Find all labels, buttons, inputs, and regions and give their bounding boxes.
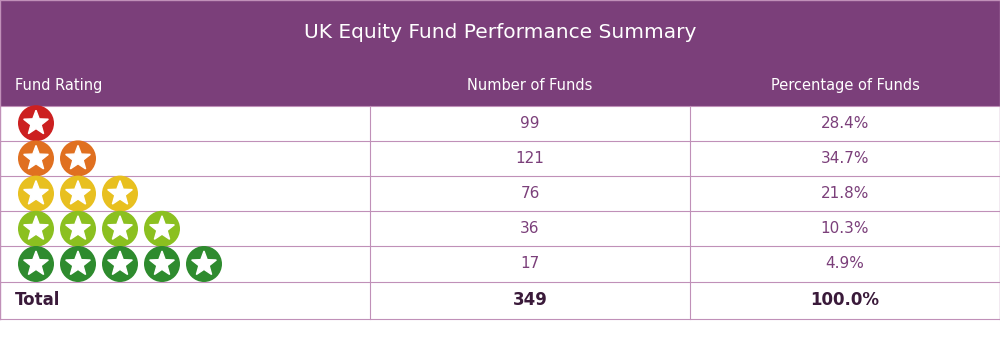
Text: 76: 76 bbox=[520, 186, 540, 201]
Polygon shape bbox=[66, 145, 90, 169]
Polygon shape bbox=[108, 181, 132, 204]
Ellipse shape bbox=[144, 246, 180, 282]
Text: 121: 121 bbox=[516, 151, 544, 166]
Ellipse shape bbox=[60, 140, 96, 176]
Text: UK Equity Fund Performance Summary: UK Equity Fund Performance Summary bbox=[304, 23, 696, 42]
Polygon shape bbox=[24, 145, 48, 169]
Ellipse shape bbox=[102, 211, 138, 247]
Text: Number of Funds: Number of Funds bbox=[467, 78, 593, 93]
Ellipse shape bbox=[60, 211, 96, 247]
Ellipse shape bbox=[186, 246, 222, 282]
Text: Fund Rating: Fund Rating bbox=[15, 78, 102, 93]
Polygon shape bbox=[66, 181, 90, 204]
Bar bbox=[0, 211, 1000, 246]
Text: 10.3%: 10.3% bbox=[821, 221, 869, 236]
Ellipse shape bbox=[102, 176, 138, 212]
Ellipse shape bbox=[18, 246, 54, 282]
Text: 36: 36 bbox=[520, 221, 540, 236]
Polygon shape bbox=[150, 251, 174, 275]
Ellipse shape bbox=[18, 105, 54, 141]
Bar bbox=[0, 106, 1000, 141]
Polygon shape bbox=[24, 181, 48, 204]
Bar bbox=[0, 65, 1000, 106]
Ellipse shape bbox=[18, 211, 54, 247]
Text: 100.0%: 100.0% bbox=[810, 291, 880, 309]
Bar bbox=[0, 176, 1000, 211]
Text: 349: 349 bbox=[513, 291, 547, 309]
Polygon shape bbox=[192, 251, 216, 275]
Polygon shape bbox=[66, 216, 90, 239]
Bar bbox=[0, 141, 1000, 176]
Polygon shape bbox=[108, 251, 132, 275]
Ellipse shape bbox=[18, 140, 54, 176]
Text: 4.9%: 4.9% bbox=[826, 257, 864, 271]
Bar bbox=[0, 282, 1000, 319]
Text: 34.7%: 34.7% bbox=[821, 151, 869, 166]
Polygon shape bbox=[66, 251, 90, 275]
Text: 99: 99 bbox=[520, 116, 540, 131]
Bar bbox=[0, 0, 1000, 65]
Text: 28.4%: 28.4% bbox=[821, 116, 869, 131]
Ellipse shape bbox=[60, 176, 96, 212]
Ellipse shape bbox=[18, 176, 54, 212]
Bar bbox=[0, 246, 1000, 282]
Polygon shape bbox=[150, 216, 174, 239]
Text: 17: 17 bbox=[520, 257, 540, 271]
Text: Total: Total bbox=[15, 291, 60, 309]
Text: 21.8%: 21.8% bbox=[821, 186, 869, 201]
Text: Percentage of Funds: Percentage of Funds bbox=[771, 78, 919, 93]
Ellipse shape bbox=[102, 246, 138, 282]
Polygon shape bbox=[24, 251, 48, 275]
Polygon shape bbox=[108, 216, 132, 239]
Polygon shape bbox=[24, 110, 48, 134]
Polygon shape bbox=[24, 216, 48, 239]
Ellipse shape bbox=[60, 246, 96, 282]
Ellipse shape bbox=[144, 211, 180, 247]
